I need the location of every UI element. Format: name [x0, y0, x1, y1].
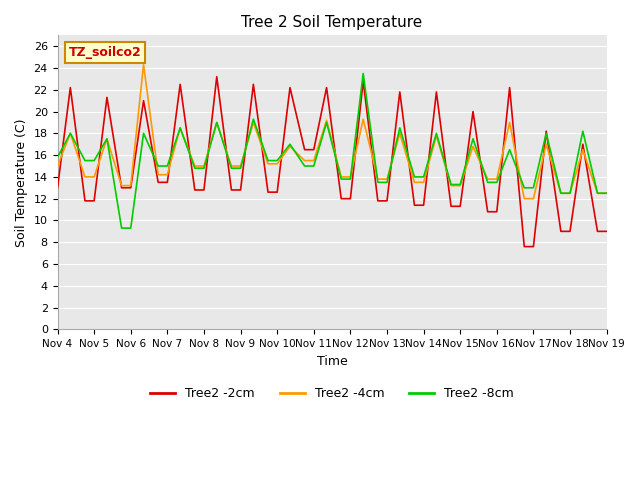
Legend: Tree2 -2cm, Tree2 -4cm, Tree2 -8cm: Tree2 -2cm, Tree2 -4cm, Tree2 -8cm: [145, 383, 519, 406]
Y-axis label: Soil Temperature (C): Soil Temperature (C): [15, 118, 28, 247]
X-axis label: Time: Time: [317, 355, 348, 368]
Title: Tree 2 Soil Temperature: Tree 2 Soil Temperature: [241, 15, 422, 30]
Text: TZ_soilco2: TZ_soilco2: [68, 46, 141, 59]
